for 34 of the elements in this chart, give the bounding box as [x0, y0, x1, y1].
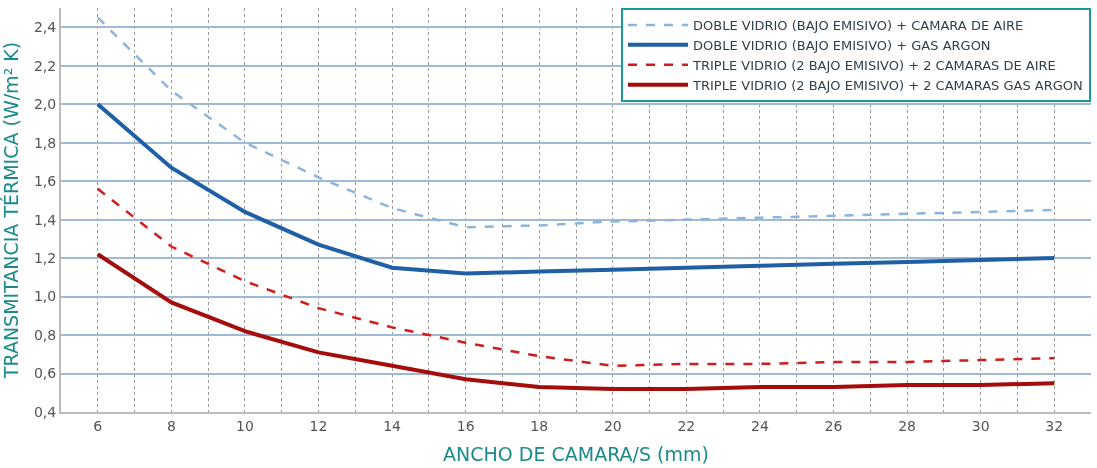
y-tick-label: 1,8 — [33, 134, 57, 151]
y-tick-label: 2,2 — [33, 57, 57, 74]
line-series — [95, 102, 1057, 276]
line-series — [95, 252, 1057, 391]
x-tick-label: 12 — [309, 417, 328, 434]
y-tick-label: 0,8 — [33, 326, 57, 343]
x-tick-label: 30 — [971, 417, 990, 434]
x-tick-label: 6 — [93, 417, 103, 434]
x-tick-label: 16 — [456, 417, 475, 434]
x-tick-label: 8 — [166, 417, 176, 434]
x-tick-label: 26 — [824, 417, 843, 434]
x-tick-label: 14 — [383, 417, 402, 434]
legend-label: TRIPLE VIDRIO (2 BAJO EMISIVO) + 2 CAMARAS DE AIRE — [692, 57, 1056, 73]
x-axis-title: ANCHO DE CAMARA/S (mm) — [443, 443, 709, 466]
y-tick-label: 0,4 — [33, 403, 57, 420]
y-tick-label: 1,2 — [33, 250, 57, 266]
legend-label: TRIPLE VIDRIO (2 BAJO EMISIVO) + 2 CAMARAS GAS ARGON — [692, 77, 1083, 93]
y-tick-label: 2,4 — [33, 19, 57, 36]
line-series — [96, 187, 1056, 368]
y-tick-label: 0,6 — [33, 365, 57, 382]
x-tick-label: 28 — [898, 417, 916, 434]
y-axis-title: TRANSMITANCIA TÉRMICA (W/m² K) — [0, 41, 22, 380]
x-tick-label: 10 — [236, 417, 254, 434]
x-tick-label: 18 — [530, 417, 549, 434]
y-tick-label: 1,0 — [33, 288, 57, 305]
y-tick-label: 1,6 — [33, 173, 57, 190]
x-tick-label: 32 — [1045, 417, 1064, 434]
x-tick-label: 24 — [751, 417, 769, 434]
x-tick-label: 20 — [603, 417, 622, 434]
y-tick-label: 2,0 — [33, 96, 57, 113]
y-tick-label: 1,4 — [33, 211, 57, 228]
x-tick-label: 22 — [677, 417, 696, 434]
legend-label: DOBLE VIDRIO (BAJO EMISIVO) + CAMARA DE AIRE — [693, 18, 1024, 34]
legend-label: DOBLE VIDRIO (BAJO EMISIVO) + GAS ARGON — [693, 37, 991, 53]
